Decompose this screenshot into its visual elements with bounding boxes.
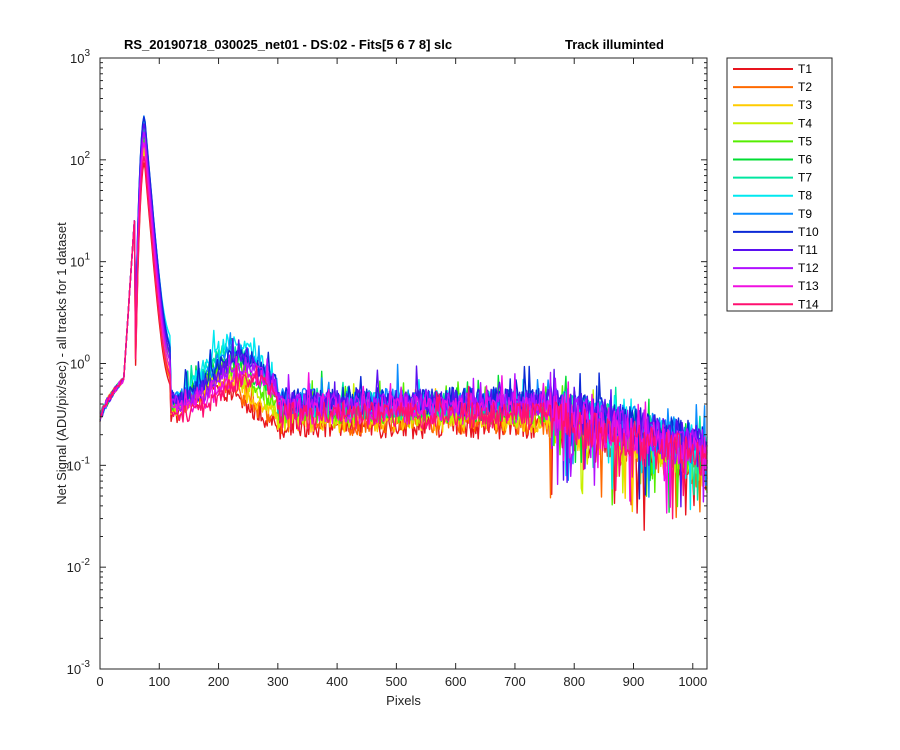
- x-tick-label: 700: [504, 674, 526, 689]
- y-tick-label: 100: [70, 354, 90, 372]
- y-tick-label: 101: [70, 252, 90, 270]
- legend-label: T14: [798, 297, 819, 311]
- legend-label: T13: [798, 279, 819, 293]
- series-line-t14: [99, 155, 708, 520]
- x-tick-label: 900: [623, 674, 645, 689]
- x-tick-label: 100: [148, 674, 170, 689]
- y-axis-label: Net Signal (ADU/pix/sec) - all tracks fo…: [54, 222, 69, 505]
- legend: T1 T2 T3 T4 T5 T6 T7 T8 T9 T10 T11 T12 T13 T14: [726, 57, 833, 312]
- y-tick-label: 10-2: [67, 557, 91, 575]
- legend-label: T5: [798, 134, 812, 148]
- y-tick-label: 10-1: [67, 455, 91, 473]
- x-tick-label: 600: [445, 674, 467, 689]
- y-tick-label: 10-3: [67, 659, 91, 677]
- x-tick-label: 200: [208, 674, 230, 689]
- axis-ticks: 0 100 200 300 400 500 600 700 800 900 1000 10-3 10-2…: [67, 48, 708, 689]
- chart-title: RS_20190718_030025_net01 - DS:02 - Fits[…: [124, 37, 452, 52]
- x-tick-label: 500: [386, 674, 408, 689]
- legend-label: T6: [798, 153, 812, 167]
- legend-label: T10: [798, 225, 819, 239]
- x-tick-label: 800: [563, 674, 585, 689]
- chart-title-right: Track illuminted: [565, 37, 664, 52]
- legend-label: T3: [798, 98, 812, 112]
- legend-label: T2: [798, 80, 812, 94]
- legend-label: T12: [798, 261, 819, 275]
- x-tick-label: 1000: [678, 674, 707, 689]
- x-tick-label: 300: [267, 674, 289, 689]
- legend-label: T9: [798, 207, 812, 221]
- x-axis-label: Pixels: [386, 693, 421, 708]
- y-tick-label: 102: [70, 150, 90, 168]
- x-tick-label: 400: [326, 674, 348, 689]
- legend-label: T8: [798, 189, 812, 203]
- legend-label: T1: [798, 62, 812, 76]
- series-layer: [99, 115, 708, 531]
- legend-label: T11: [798, 243, 818, 257]
- legend-label: T4: [798, 116, 812, 130]
- plot-area: [100, 58, 707, 669]
- x-tick-label: 0: [96, 674, 103, 689]
- y-tick-label: 103: [70, 48, 90, 66]
- legend-label: T7: [798, 171, 812, 185]
